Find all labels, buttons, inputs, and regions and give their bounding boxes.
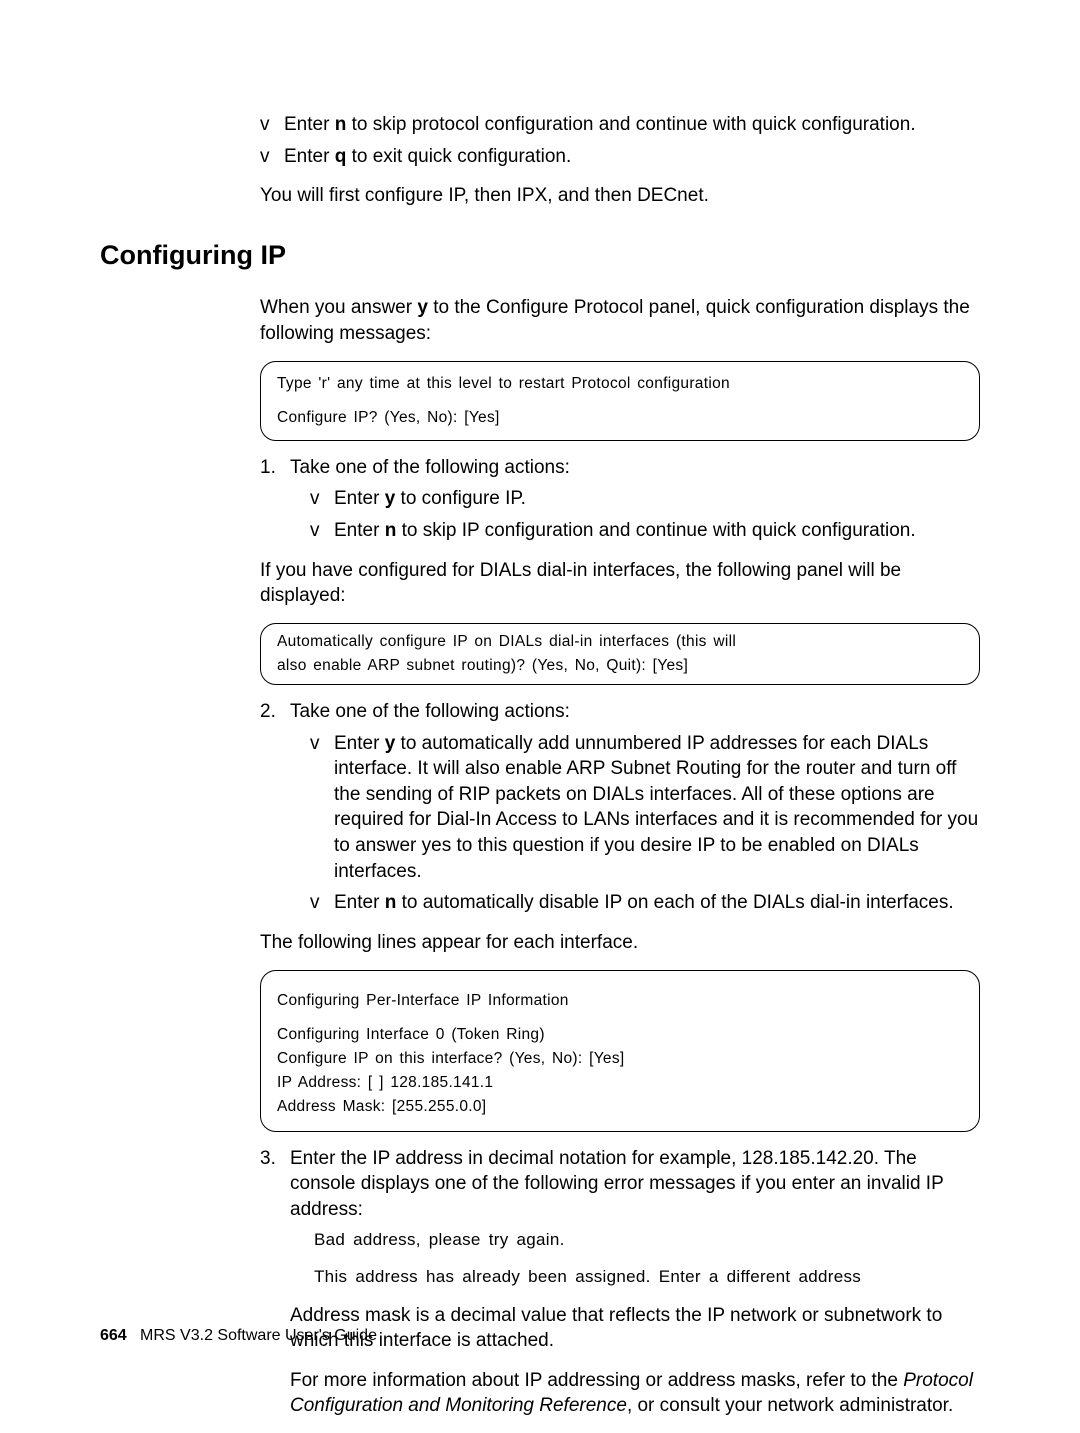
- list-item: 2. Take one of the following actions: En…: [260, 699, 980, 916]
- paragraph: Address mask is a decimal value that ref…: [290, 1303, 980, 1354]
- ordered-list: 3. Enter the IP address in decimal notat…: [260, 1146, 980, 1419]
- terminal-line: also enable ARP subnet routing)? (Yes, N…: [277, 654, 963, 678]
- step-number: 2.: [260, 699, 276, 725]
- section-heading: Configuring IP: [100, 237, 980, 273]
- page-content: Enter n to skip protocol configuration a…: [100, 112, 980, 1433]
- list-item: 3. Enter the IP address in decimal notat…: [260, 1146, 980, 1419]
- terminal-line: Bad address, please try again.: [314, 1229, 980, 1252]
- list-item: Enter n to skip protocol configuration a…: [260, 112, 980, 138]
- paragraph: You will first configure IP, then IPX, a…: [260, 183, 980, 209]
- paragraph: When you answer y to the Configure Proto…: [260, 295, 980, 346]
- paragraph: For more information about IP addressing…: [290, 1368, 980, 1419]
- list-item: Enter n to automatically disable IP on e…: [310, 890, 980, 916]
- step-number: 3.: [260, 1146, 276, 1172]
- terminal-line: Configure IP on this interface? (Yes, No…: [277, 1047, 963, 1071]
- ordered-list: 1. Take one of the following actions: En…: [260, 455, 980, 544]
- terminal-line: Configure IP? (Yes, No): [Yes]: [277, 406, 963, 430]
- list-item: Enter y to configure IP.: [310, 486, 980, 512]
- list-item: Enter q to exit quick configuration.: [260, 144, 980, 170]
- terminal-line: Type 'r' any time at this level to resta…: [277, 372, 963, 396]
- page-footer: 664 MRS V3.2 Software User's Guide: [100, 1325, 377, 1347]
- paragraph: If you have configured for DIALs dial-in…: [260, 558, 980, 609]
- terminal-box: Automatically configure IP on DIALs dial…: [260, 623, 980, 685]
- list-item: Enter y to automatically add unnumbered …: [310, 731, 980, 885]
- list-item: Enter n to skip IP configuration and con…: [310, 518, 980, 544]
- top-bullet-list: Enter n to skip protocol configuration a…: [260, 112, 980, 169]
- ordered-list: 2. Take one of the following actions: En…: [260, 699, 980, 916]
- step-number: 1.: [260, 455, 276, 481]
- terminal-line: IP Address: [ ] 128.185.141.1: [277, 1071, 963, 1095]
- terminal-box: Type 'r' any time at this level to resta…: [260, 361, 980, 441]
- sub-bullet-list: Enter y to automatically add unnumbered …: [310, 731, 980, 916]
- terminal-box: Configuring Per-Interface IP Information…: [260, 970, 980, 1132]
- footer-text: MRS V3.2 Software User's Guide: [140, 1327, 377, 1344]
- paragraph: The following lines appear for each inte…: [260, 930, 980, 956]
- list-item: 1. Take one of the following actions: En…: [260, 455, 980, 544]
- terminal-line: Address Mask: [255.255.0.0]: [277, 1095, 963, 1119]
- terminal-line: Configuring Per-Interface IP Information: [277, 989, 963, 1013]
- terminal-line: Configuring Interface 0 (Token Ring): [277, 1023, 963, 1047]
- terminal-line: Automatically configure IP on DIALs dial…: [277, 630, 963, 654]
- sub-bullet-list: Enter y to configure IP. Enter n to skip…: [310, 486, 980, 543]
- terminal-line: This address has already been assigned. …: [314, 1266, 980, 1289]
- page-number: 664: [100, 1327, 127, 1344]
